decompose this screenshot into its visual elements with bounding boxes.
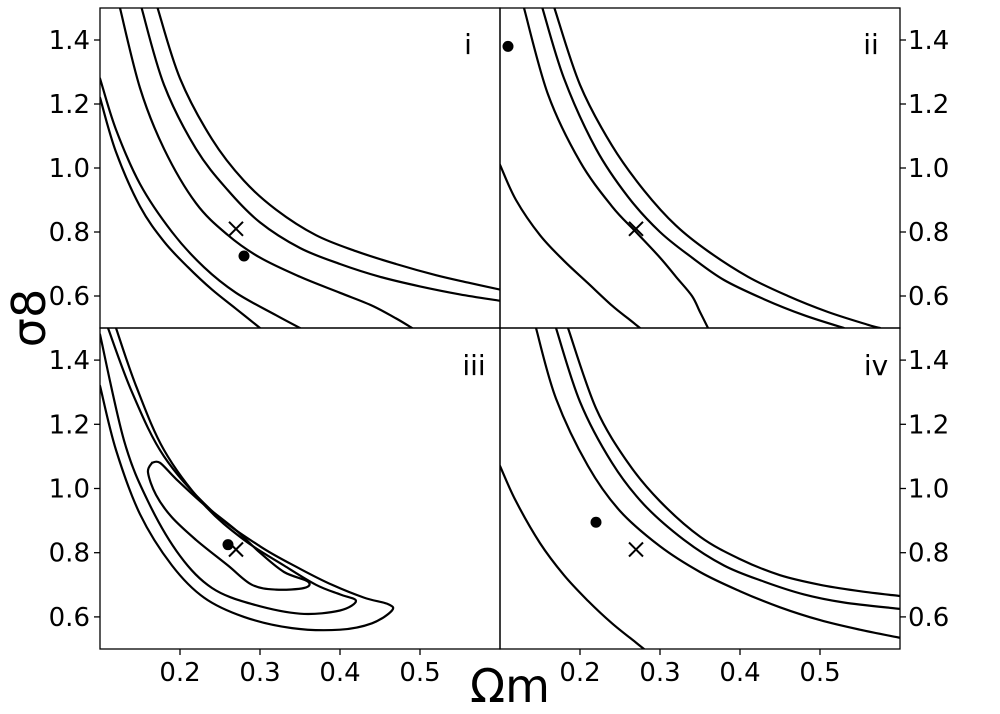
panel-i-contour-3 [118, 8, 414, 328]
y-tick-label-left: 1.4 [49, 346, 90, 376]
panel-ii-contour-4 [553, 8, 882, 328]
x-tick-label: 0.5 [399, 658, 440, 688]
x-tick-label: 0.4 [719, 658, 760, 688]
y-tick-label-left: 0.6 [49, 282, 90, 312]
panel-iii-contour-1 [100, 328, 395, 632]
y-tick-label-left: 1.0 [49, 475, 90, 505]
cross-stroke [228, 221, 244, 237]
y-tick-label-right: 0.8 [908, 539, 949, 569]
panel-i-contour-2 [100, 77, 302, 328]
y-tick-label-left: 1.0 [49, 154, 90, 184]
cross-stroke [228, 541, 244, 558]
y-tick-label-right: 1.4 [908, 26, 949, 56]
y-tick-label-right: 1.0 [908, 154, 949, 184]
panel-iii-label: iii [462, 349, 485, 382]
panel-ii: ii [500, 8, 882, 328]
x-tick-label: 0.2 [159, 658, 200, 688]
y-tick-label-right: 1.4 [908, 346, 949, 376]
cross-stroke [628, 221, 644, 237]
panel-ii-label: ii [863, 28, 879, 61]
panel-ii-fiducial-cross [628, 221, 644, 237]
panel-iii-best-fit-dot [222, 539, 234, 551]
panel-iii-frame [99, 327, 501, 650]
panel-i-fiducial-cross [228, 221, 244, 237]
panel-i-contour-4 [140, 8, 500, 302]
panel-i-best-fit-dot [238, 250, 250, 262]
panel-ii-contour-3 [541, 8, 846, 328]
x-tick-label: 0.3 [239, 658, 280, 688]
panel-iv-contour-3 [554, 328, 900, 610]
y-tick-label-left: 1.2 [49, 410, 90, 440]
panel-ii-contour-1 [500, 163, 642, 328]
y-tick-label-right: 0.8 [908, 218, 949, 248]
panel-iii-contour-3 [146, 460, 311, 591]
x-tick-label: 0.4 [319, 658, 360, 688]
y-tick-label-right: 1.2 [908, 90, 949, 120]
panel-iv-fiducial-cross [628, 541, 644, 558]
panel-iv-contour-4 [566, 328, 900, 598]
tick-layer: 0.2 0.3 0.4 0.5 0.2 0.3 0.4 0.5 0.6 0.8 1.0 1.2 1.4 0… [49, 26, 950, 688]
panel-ii-frame [499, 7, 901, 329]
panel-i-contour-5 [156, 8, 500, 291]
y-tick-label-right: 1.2 [908, 410, 949, 440]
y-tick-label-left: 0.6 [49, 603, 90, 633]
panel-i-frame [99, 7, 501, 329]
panel-iv-label: iv [864, 349, 888, 382]
panel-iv-contour-2 [534, 328, 900, 639]
x-axis-label: Ωm [470, 659, 550, 713]
panel-ii-contour-2 [522, 8, 710, 328]
panel-ii-best-fit-dot [502, 40, 514, 52]
y-tick-label-right: 0.6 [908, 282, 949, 312]
y-tick-label-left: 0.8 [49, 218, 90, 248]
panel-iv-best-fit-dot [590, 516, 602, 528]
y-tick-label-left: 1.2 [49, 90, 90, 120]
y-tick-label-right: 0.6 [908, 603, 949, 633]
y-axis-label: σ8 [2, 289, 56, 347]
panel-iii-contour-2 [100, 328, 358, 616]
x-tick-label: 0.5 [799, 658, 840, 688]
axes-frames [99, 7, 901, 650]
panel-i: i [100, 8, 500, 328]
x-tick-label: 0.2 [559, 658, 600, 688]
panel-i-label: i [464, 28, 472, 61]
panel-iv-contour-1 [500, 464, 646, 649]
panel-iii: iii [100, 328, 486, 632]
y-tick-label-left: 0.8 [49, 539, 90, 569]
x-tick-label: 0.3 [639, 658, 680, 688]
cross-stroke [628, 541, 644, 558]
panel-i-contour-1 [100, 96, 262, 328]
panel-iv: iv [500, 328, 900, 649]
y-tick-label-right: 1.0 [908, 475, 949, 505]
y-tick-label-left: 1.4 [49, 26, 90, 56]
